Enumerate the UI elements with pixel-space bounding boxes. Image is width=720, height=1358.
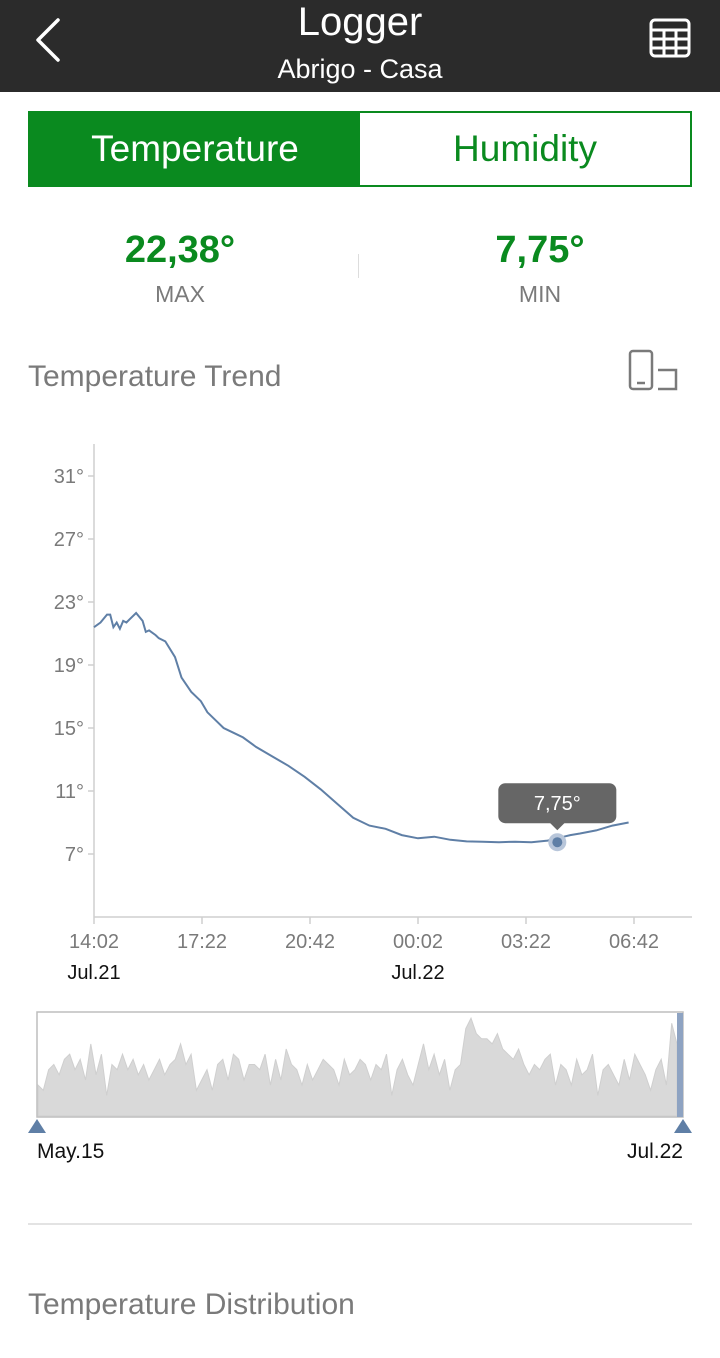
selected-range-marker [677, 1013, 683, 1117]
range-start-handle[interactable] [28, 1119, 46, 1133]
tooltip-point [552, 837, 563, 848]
rotate-landscape-button[interactable] [626, 348, 682, 394]
min-stat: 7,75° MIN [360, 229, 720, 309]
metric-tabs: Temperature Humidity [28, 111, 692, 187]
y-tick-label: 23° [54, 592, 84, 614]
temperature-trend-chart[interactable]: 31° 27° 23° 19° 15° 11° 7° 14:02 17:22 20:42 00:0… [0, 430, 720, 1000]
max-stat: 22,38° MAX [0, 229, 360, 309]
max-label: MAX [155, 281, 205, 307]
tooltip-box [498, 783, 617, 824]
range-end-handle[interactable] [674, 1119, 692, 1133]
tooltip-pointer [549, 822, 566, 831]
overview-area [37, 1016, 678, 1117]
x-tick-label: 00:02 [393, 931, 443, 953]
table-view-button[interactable] [645, 14, 697, 64]
y-tick-label: 27° [54, 529, 84, 551]
stat-divider [358, 254, 359, 278]
temperature-series-line [93, 611, 629, 844]
distribution-title: Temperature Distribution [28, 1288, 355, 1321]
back-button[interactable] [22, 14, 78, 70]
range-end-label: Jul.22 [627, 1140, 683, 1163]
back-arrow-icon [36, 18, 60, 62]
overview-range-selector[interactable]: May.15 Jul.22 [0, 1005, 720, 1165]
table-grid-icon [649, 18, 691, 58]
x-tick-label: 20:42 [285, 931, 335, 953]
page-title: Logger [297, 0, 423, 44]
tab-humidity[interactable]: Humidity [360, 113, 690, 185]
tooltip-label: 7,75° [534, 793, 581, 815]
x-date-label: Jul.21 [67, 962, 120, 984]
section-divider [28, 1223, 692, 1225]
x-tick-label: 14:02 [69, 931, 119, 953]
page-subtitle: Abrigo - Casa [277, 54, 443, 84]
min-value: 7,75° [495, 229, 585, 271]
y-tick-label: 7° [65, 844, 84, 866]
y-tick-label: 31° [54, 466, 84, 488]
app-header: Logger Abrigo - Casa [0, 0, 720, 92]
y-tick-label: 11° [55, 781, 84, 803]
max-value: 22,38° [124, 229, 236, 271]
x-tick-label: 06:42 [609, 931, 659, 953]
x-date-label: Jul.22 [391, 962, 444, 984]
rotate-screen-icon [628, 349, 678, 391]
tab-temperature[interactable]: Temperature [30, 113, 360, 185]
tooltip: 7,75° [498, 783, 617, 852]
y-tick-label: 19° [54, 655, 84, 677]
min-label: MIN [518, 281, 562, 307]
x-tick-label: 03:22 [501, 931, 551, 953]
trend-title: Temperature Trend [28, 360, 282, 393]
y-tick-label: 15° [54, 718, 84, 740]
range-start-label: May.15 [37, 1140, 104, 1163]
x-tick-label: 17:22 [177, 931, 227, 953]
